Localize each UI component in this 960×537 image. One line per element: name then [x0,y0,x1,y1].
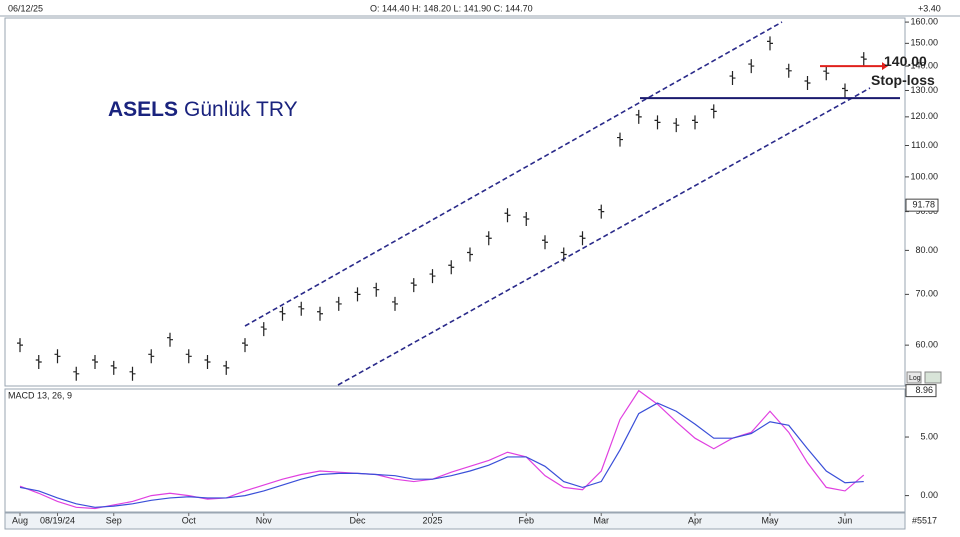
price-bar [17,338,23,353]
y-tick-label: 140.00 [910,60,938,70]
price-bar [523,211,530,226]
y-tick-label: 0.00 [920,490,938,500]
price-bar [148,349,155,364]
quote-label: O: 144.40 H: 148.20 L: 141.90 C: 144.70 [370,3,533,13]
price-bar [673,118,680,133]
price-bar [860,52,867,67]
price-bar [129,366,136,381]
price-bar [242,338,248,353]
price-bar [635,109,642,124]
icon [924,371,942,384]
stop-loss-value: 140.00 [884,53,927,69]
stop-loss-arrow [882,62,888,71]
price-bar [560,247,567,262]
price-panel [4,17,906,387]
price-bar [785,63,792,78]
x-axis-band [4,512,906,530]
price-bar [73,366,80,381]
price-bar [842,83,848,98]
x-tick-label: Apr [688,515,702,525]
y-tick-label: 5.00 [920,431,938,441]
price-bar [429,269,436,284]
title-symbol: ASELS [108,98,178,121]
y-tick-label: 80.00 [915,245,938,255]
log-box [906,371,922,384]
x-tick-label: May [761,515,779,525]
x-tick-label: Oct [182,515,197,525]
price-bar [92,355,98,370]
macd-title: MACD 13, 26, 9 [8,390,72,400]
price-bar [448,260,455,275]
price-bar [392,296,398,311]
x-tick-label: Mar [594,515,610,525]
price-bar [823,66,830,81]
y-tick-label: 120.00 [910,111,938,121]
price-bar [542,235,548,250]
y-tick-label: 130.00 [910,85,938,95]
date-label: 06/12/25 [8,3,43,13]
price-bar [485,231,492,246]
x-tick-label: 2025 [422,515,442,525]
price-bar [598,204,605,219]
x-tick-label: Jun [838,515,853,525]
price-bar [767,36,773,51]
price-bar [354,287,361,302]
price-bar [617,132,623,147]
channel-lower [337,87,871,386]
x-tick-label: Feb [518,515,534,525]
price-bar [748,59,755,74]
y-tick-label: 160.00 [910,16,938,26]
price-bar [579,231,586,246]
title-rest: Günlük TRY [184,98,298,121]
y-tick-label: 110.00 [911,140,938,150]
marker-box [905,198,939,212]
chart-title: ASELS Günlük TRY [108,98,298,121]
max-label: 8.96 [915,385,933,395]
symbol-code: #5517 [912,515,937,525]
price-bar [279,306,286,321]
stop-loss-text: Stop-loss [871,72,935,88]
price-bar [335,296,342,311]
price-bar [260,322,267,337]
price-bar [185,349,192,364]
price-bar [204,355,211,370]
marker-label: 91.78 [912,200,935,210]
x-tick-label: 08/19/24 [40,515,75,525]
macd-panel [4,388,906,513]
x-tick-label: Sep [106,515,122,525]
macd-line [19,402,864,508]
y-tick-label: 70.00 [915,289,938,299]
price-bar [298,301,305,316]
channel-upper [244,21,783,327]
max-box [905,384,937,398]
y-tick-label: 100.00 [910,171,938,181]
y-tick-label: 60.00 [915,340,938,350]
price-bar [317,306,323,321]
price-bar [710,104,717,119]
price-bar [167,332,173,347]
x-tick-label: Aug [12,515,28,525]
price-bar [110,360,117,375]
macd-line [19,389,865,510]
price-bar [373,282,380,297]
price-bar [729,71,736,86]
change-label: +3.40 [918,3,941,13]
price-bar [504,208,511,223]
x-tick-label: Dec [349,515,366,525]
price-bar [654,115,661,130]
price-bar [223,360,230,375]
price-bar [692,115,698,130]
y-tick-label: 150.00 [910,38,938,48]
price-bar [54,349,61,364]
scale-label: Log [909,375,921,382]
price-bar [467,247,473,262]
price-bar [410,278,417,293]
x-tick-label: Nov [256,515,273,525]
price-bar [804,75,811,90]
price-bar [35,355,42,370]
